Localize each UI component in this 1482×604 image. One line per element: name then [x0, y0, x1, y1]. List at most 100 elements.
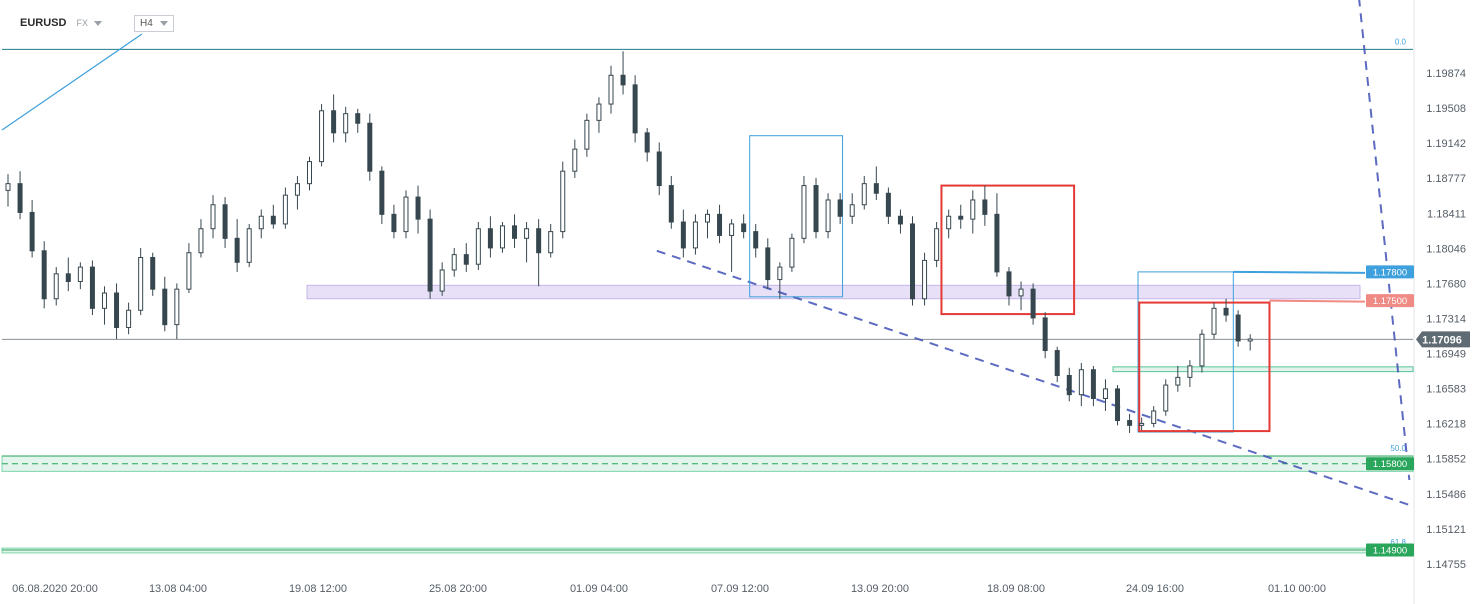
candle-21 [258, 209, 264, 239]
candle-body [1054, 350, 1060, 376]
y-tick-label-3: 1.18777 [1426, 173, 1466, 185]
candle-body [632, 84, 638, 134]
candle-88 [1066, 367, 1072, 402]
y-tick-label-5: 1.18046 [1426, 243, 1466, 255]
chart-toolbar: EURUSD FX H4 [0, 14, 174, 32]
candle-body [1187, 365, 1193, 378]
candle-16 [198, 219, 204, 258]
candle-body [656, 151, 662, 187]
candle-body [934, 228, 940, 261]
y-tick-label-4: 1.18411 [1427, 208, 1466, 220]
candle-body [451, 254, 457, 271]
candle-55 [668, 175, 674, 229]
candle-body [837, 199, 843, 217]
zones-layer [1, 284, 1414, 554]
candle-91 [1102, 379, 1108, 411]
candle-body [41, 250, 47, 300]
candle-body [463, 254, 469, 265]
candle-body [126, 309, 132, 329]
candle-body [560, 170, 566, 233]
channel-upper-line [1358, 0, 1411, 481]
price-axis: 1.19874 1.19508 1.19142 1.18777 1.18411 1.180… [1413, 0, 1466, 604]
candle-51 [620, 51, 626, 95]
candle-body [897, 215, 903, 225]
candle-body [536, 228, 542, 254]
candle-body [1175, 376, 1181, 386]
trend-line [1, 33, 143, 131]
price-tag-2-text: 1.15800 [1373, 459, 1407, 470]
candle-body [717, 213, 723, 236]
candle-body [53, 273, 59, 300]
candle-89 [1078, 363, 1084, 407]
y-tick-label-6: 1.17680 [1426, 278, 1466, 290]
candle-85 [1030, 283, 1036, 325]
candle-body [101, 292, 107, 309]
candle-73 [885, 187, 891, 224]
candle-body [234, 237, 240, 263]
candle-body [1127, 420, 1133, 426]
candle-body [174, 288, 180, 326]
candle-body [379, 170, 385, 215]
price-tag-2: 1.15800 [1366, 457, 1414, 471]
candle-body [307, 161, 312, 185]
candle-39 [475, 222, 481, 270]
candle-body [946, 215, 952, 230]
market-tag: FX [76, 18, 88, 28]
x-tick-label-2: 19.08 12:00 [289, 583, 347, 595]
time-axis: 06.08.2020 20:00 13.08 04:00 19.08 12:00 25… [12, 583, 1326, 595]
x-tick-label-3: 25.08 20:00 [429, 583, 487, 595]
candle-body [499, 225, 505, 249]
fib-label-2: 61.8 [1390, 538, 1406, 547]
candle-body [5, 183, 11, 191]
candle-body [584, 119, 590, 150]
candle-38 [463, 243, 469, 272]
price-tag-3-bg [1366, 543, 1414, 557]
candle-96 [1163, 379, 1169, 416]
candle-35 [427, 209, 433, 299]
candle-body [1090, 369, 1096, 399]
candle-84 [1018, 281, 1024, 311]
candle-body [77, 266, 83, 282]
candle-23 [282, 187, 288, 229]
candle-body [1223, 307, 1229, 316]
price-tag-3-text: 1.14900 [1373, 546, 1407, 557]
symbol-name[interactable]: EURUSD [20, 17, 67, 29]
y-tick-label-11: 1.15852 [1426, 454, 1466, 466]
candle-body [825, 199, 831, 233]
level-1178-ray [1233, 270, 1366, 274]
x-tick-label-5: 07.09 12:00 [711, 583, 769, 595]
candle-28 [343, 106, 349, 143]
candle-59 [717, 204, 723, 244]
candle-13 [162, 276, 168, 332]
candle-body [1199, 333, 1205, 367]
candle-97 [1175, 365, 1181, 392]
candle-6 [77, 262, 83, 290]
candle-body [1042, 317, 1048, 352]
y-tick-label-10: 1.16218 [1426, 419, 1466, 431]
candle-body [1102, 388, 1108, 399]
candle-62 [753, 223, 759, 258]
candle-body [150, 257, 156, 290]
x-tick-label-8: 24.09 16:00 [1126, 583, 1184, 595]
price-tag-0: 1.17800 [1366, 265, 1414, 279]
candles-layer [5, 51, 1253, 434]
y-tick-label-9: 1.16583 [1426, 384, 1466, 396]
candle-75 [910, 216, 915, 306]
candle-1 [17, 171, 23, 220]
symbol-dropdown-chevron-icon[interactable] [93, 21, 102, 26]
candle-body [355, 113, 361, 124]
candle-body [777, 266, 783, 281]
candle-body [415, 196, 421, 220]
candle-54 [656, 142, 662, 196]
candle-body [753, 231, 759, 249]
timeframe-selector[interactable]: H4 [133, 14, 174, 32]
candle-70 [849, 193, 855, 224]
candle-12 [150, 252, 156, 296]
y-tick-label-13: 1.15121 [1426, 524, 1466, 536]
candle-41 [499, 222, 505, 253]
candle-body [270, 215, 276, 225]
candle-body [1018, 288, 1024, 297]
candle-body [439, 269, 445, 292]
candle-body [873, 183, 879, 194]
